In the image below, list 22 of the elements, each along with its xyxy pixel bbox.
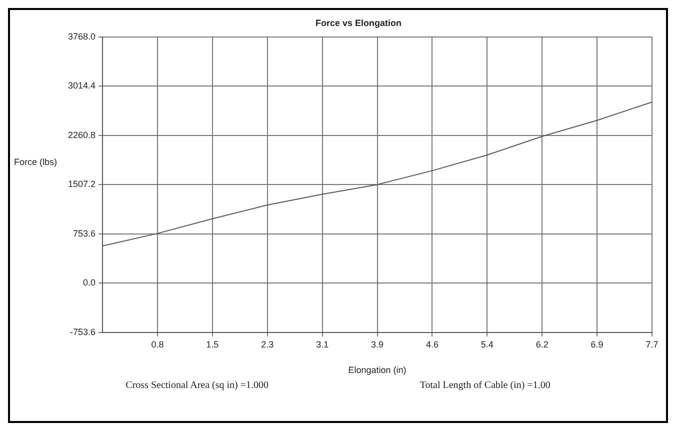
x-tick-label: 6.9 [590,339,604,350]
x-tick-label: 1.5 [206,339,219,350]
y-tick-label: 2260.8 [68,130,96,140]
x-tick-label: 5.4 [480,339,494,350]
y-tick-label: 1507.2 [68,179,96,190]
y-tick-label: 0.0 [83,278,96,288]
y-tick-label: -753.6 [70,326,96,337]
x-tick-label: 3.1 [316,339,329,350]
x-tick-label: 2.3 [261,339,274,350]
x-tick-label: 7.7 [646,339,658,350]
x-tick-label: 3.9 [371,339,384,350]
y-axis-title: Force (lbs) [14,157,58,168]
x-tick-label: 0.8 [151,339,164,350]
x-axis-title: Elongation (in) [348,365,406,376]
chart-title: Force vs Elongation [315,18,402,28]
y-tick-label: 3014.4 [68,80,96,91]
y-tick-label: 753.6 [72,228,96,238]
y-tick-label: 3768.0 [68,31,96,42]
text: Cross Sectional Area (sq in) =1.000 [126,380,269,391]
text: Total Length of Cable (in) =1.00 [420,380,550,391]
x-tick-label: 4.6 [426,339,438,350]
x-tick-label: 6.2 [536,339,548,350]
